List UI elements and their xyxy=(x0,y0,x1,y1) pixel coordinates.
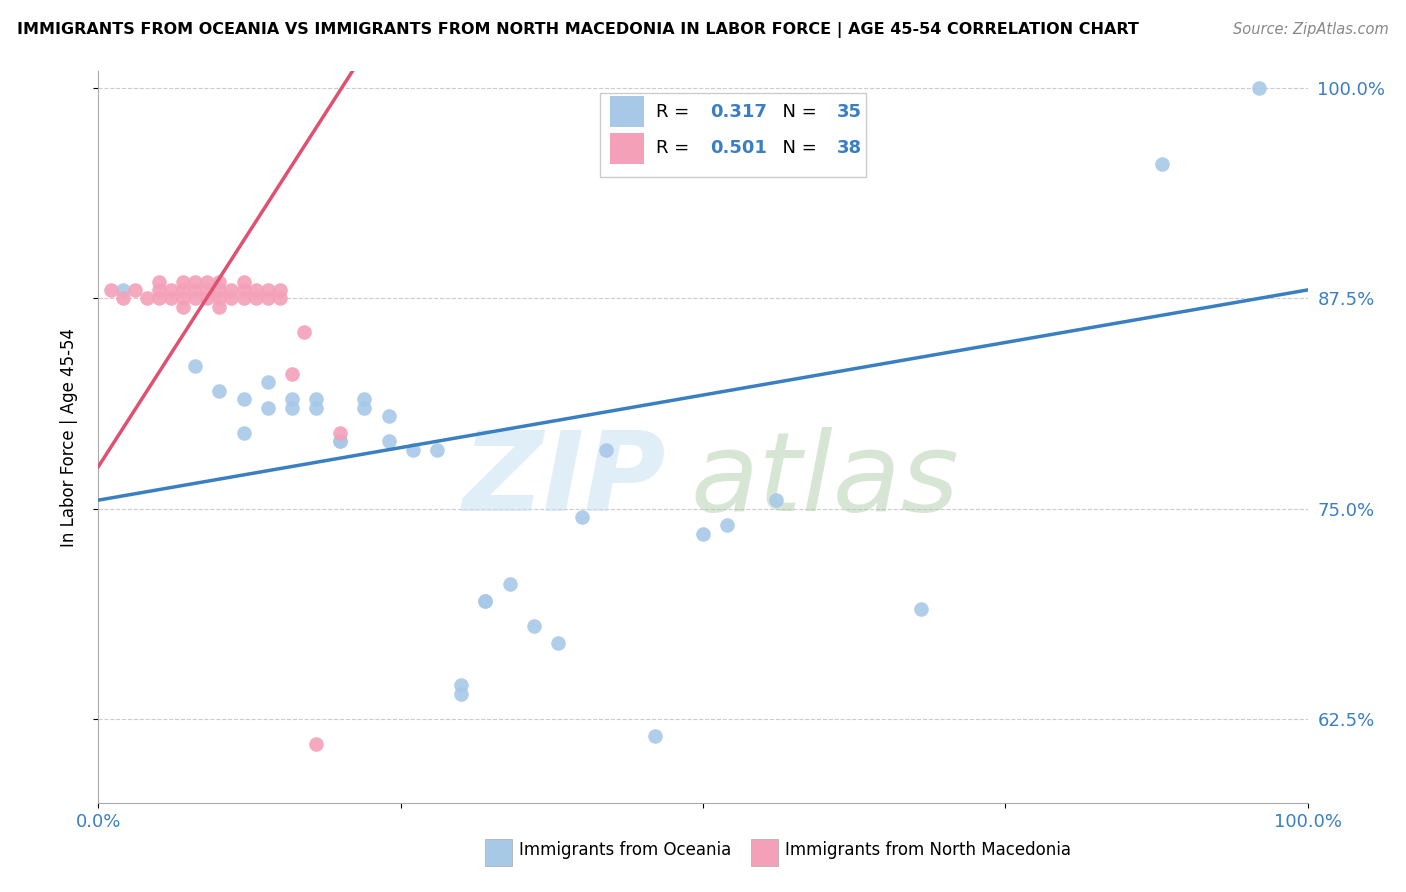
Point xyxy=(474,594,496,608)
Point xyxy=(281,401,304,415)
Point xyxy=(292,325,315,339)
Text: Immigrants from Oceania: Immigrants from Oceania xyxy=(519,841,731,859)
Point xyxy=(195,275,218,289)
Point xyxy=(184,275,207,289)
Point xyxy=(1249,81,1271,95)
Point xyxy=(329,434,352,449)
Point xyxy=(450,678,472,692)
Point xyxy=(281,392,304,407)
Text: IMMIGRANTS FROM OCEANIA VS IMMIGRANTS FROM NORTH MACEDONIA IN LABOR FORCE | AGE : IMMIGRANTS FROM OCEANIA VS IMMIGRANTS FR… xyxy=(17,22,1139,38)
Point xyxy=(208,283,231,297)
Point xyxy=(474,594,496,608)
Point xyxy=(160,291,183,305)
Point xyxy=(305,737,328,751)
Point xyxy=(148,291,170,305)
Point xyxy=(269,283,291,297)
Point xyxy=(232,283,254,297)
Point xyxy=(716,518,738,533)
Point xyxy=(184,283,207,297)
Point xyxy=(269,291,291,305)
Point xyxy=(111,291,134,305)
Point xyxy=(305,392,328,407)
FancyBboxPatch shape xyxy=(600,94,866,178)
Point xyxy=(172,283,194,297)
Point xyxy=(1152,157,1174,171)
Point xyxy=(124,283,146,297)
Point xyxy=(100,283,122,297)
Point xyxy=(281,367,304,381)
Point xyxy=(256,376,278,390)
Point xyxy=(232,291,254,305)
Point xyxy=(595,442,617,457)
Point xyxy=(172,300,194,314)
Text: N =: N = xyxy=(770,103,823,120)
Point xyxy=(232,275,254,289)
Point xyxy=(377,409,399,423)
Point xyxy=(208,300,231,314)
FancyBboxPatch shape xyxy=(610,96,644,127)
Point xyxy=(135,291,157,305)
Point xyxy=(571,510,593,524)
Point xyxy=(184,291,207,305)
Text: 38: 38 xyxy=(837,139,862,157)
Text: atlas: atlas xyxy=(690,427,959,534)
Point xyxy=(172,275,194,289)
Point xyxy=(402,442,425,457)
Text: Immigrants from North Macedonia: Immigrants from North Macedonia xyxy=(785,841,1071,859)
Point xyxy=(644,729,666,743)
Point xyxy=(148,283,170,297)
Point xyxy=(245,291,267,305)
Point xyxy=(523,619,546,633)
Point xyxy=(305,401,328,415)
Point xyxy=(256,401,278,415)
FancyBboxPatch shape xyxy=(485,838,512,866)
Text: 35: 35 xyxy=(837,103,862,120)
Point xyxy=(208,275,231,289)
Point xyxy=(692,526,714,541)
Point xyxy=(232,392,254,407)
FancyBboxPatch shape xyxy=(610,133,644,163)
Point xyxy=(148,275,170,289)
Text: ZIP: ZIP xyxy=(463,427,666,534)
Point xyxy=(910,602,932,616)
Point xyxy=(765,493,787,508)
Text: R =: R = xyxy=(655,139,695,157)
Text: R =: R = xyxy=(655,103,695,120)
Point xyxy=(172,291,194,305)
Point xyxy=(498,577,520,591)
Point xyxy=(547,636,569,650)
Point xyxy=(195,283,218,297)
Text: N =: N = xyxy=(770,139,823,157)
FancyBboxPatch shape xyxy=(751,838,778,866)
Point xyxy=(329,425,352,440)
Y-axis label: In Labor Force | Age 45-54: In Labor Force | Age 45-54 xyxy=(59,327,77,547)
Point xyxy=(256,283,278,297)
Text: 0.317: 0.317 xyxy=(710,103,768,120)
Point xyxy=(208,291,231,305)
Point xyxy=(195,291,218,305)
Point xyxy=(329,434,352,449)
Point xyxy=(221,283,243,297)
Text: Source: ZipAtlas.com: Source: ZipAtlas.com xyxy=(1233,22,1389,37)
Point xyxy=(245,283,267,297)
Point xyxy=(232,425,254,440)
Point xyxy=(208,384,231,398)
Point xyxy=(450,686,472,700)
Point xyxy=(353,401,375,415)
Text: 0.501: 0.501 xyxy=(710,139,768,157)
Point xyxy=(221,291,243,305)
Point xyxy=(184,359,207,373)
Point xyxy=(353,392,375,407)
Point xyxy=(426,442,449,457)
Point xyxy=(160,283,183,297)
Point xyxy=(256,291,278,305)
Point xyxy=(111,283,134,297)
Point xyxy=(377,434,399,449)
